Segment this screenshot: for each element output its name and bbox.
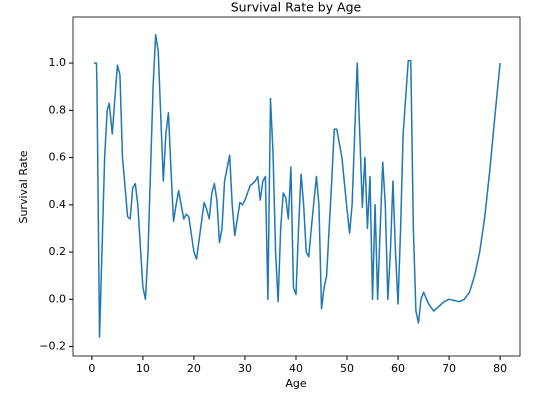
y-tick-label: 0.6 — [49, 151, 67, 164]
x-tick-label: 30 — [238, 362, 252, 375]
data-line — [94, 33, 501, 338]
y-tick-label: −0.2 — [39, 340, 66, 353]
y-tick-label: 0.0 — [49, 292, 67, 305]
x-tick-label: 10 — [136, 362, 150, 375]
x-tick-label: 40 — [289, 362, 303, 375]
y-tick-label: 0.2 — [49, 245, 67, 258]
y-tick-label: 0.4 — [49, 198, 67, 211]
x-tick-label: 50 — [340, 362, 354, 375]
y-axis-label: Survival Rate — [17, 150, 30, 223]
x-tick-label: 70 — [442, 362, 456, 375]
x-axis-label: Age — [285, 377, 307, 390]
plot-frame — [72, 16, 521, 357]
x-tick-label: 0 — [88, 362, 95, 375]
x-tick-label: 20 — [187, 362, 201, 375]
y-tick-label: 0.8 — [49, 103, 67, 116]
x-tick-label: 80 — [493, 362, 507, 375]
y-tick-label: 1.0 — [49, 56, 67, 69]
chart-title: Survival Rate by Age — [231, 0, 362, 15]
x-tick-label: 60 — [391, 362, 405, 375]
